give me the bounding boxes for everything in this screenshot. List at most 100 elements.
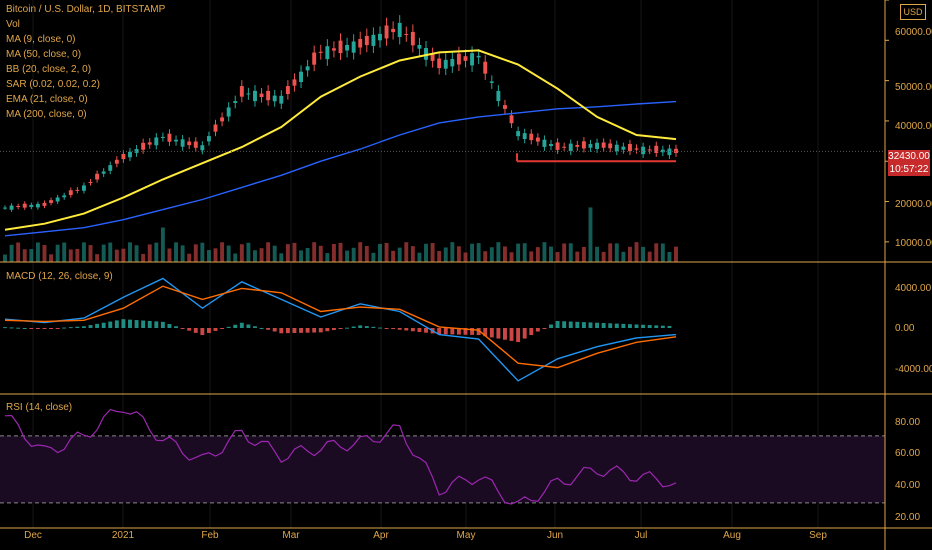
candle-body[interactable] bbox=[259, 93, 264, 97]
candle-body[interactable] bbox=[575, 144, 580, 147]
candle-body[interactable] bbox=[549, 143, 553, 147]
candle-body[interactable] bbox=[167, 133, 172, 142]
candle-body[interactable] bbox=[246, 93, 251, 95]
candle-body[interactable] bbox=[62, 195, 67, 198]
candle-body[interactable] bbox=[279, 95, 284, 104]
candle-body[interactable] bbox=[351, 41, 356, 53]
candle-body[interactable] bbox=[542, 139, 547, 147]
currency-button[interactable]: USD bbox=[900, 4, 926, 20]
candle-body[interactable] bbox=[285, 86, 290, 95]
candle-body[interactable] bbox=[95, 173, 100, 180]
candle-body[interactable] bbox=[397, 22, 402, 38]
candle-body[interactable] bbox=[371, 34, 376, 46]
candle-body[interactable] bbox=[108, 165, 113, 171]
legend-ma9[interactable]: MA (9, close, 0) bbox=[6, 34, 76, 45]
candle-body[interactable] bbox=[437, 58, 442, 69]
candle-body[interactable] bbox=[345, 44, 350, 51]
candle-body[interactable] bbox=[147, 142, 152, 145]
candle-body[interactable] bbox=[654, 145, 659, 153]
candle-body[interactable] bbox=[220, 117, 225, 122]
candle-body[interactable] bbox=[384, 25, 389, 39]
candle-body[interactable] bbox=[404, 34, 409, 36]
candle-body[interactable] bbox=[627, 143, 632, 152]
candle-body[interactable] bbox=[55, 197, 60, 202]
candle-body[interactable] bbox=[331, 48, 336, 51]
legend-sar[interactable]: SAR (0.02, 0.02, 0.2) bbox=[6, 79, 100, 90]
candle-body[interactable] bbox=[128, 151, 132, 158]
candle-body[interactable] bbox=[141, 142, 146, 150]
candle-body[interactable] bbox=[88, 182, 93, 184]
candle-body[interactable] bbox=[325, 46, 330, 60]
candle-body[interactable] bbox=[358, 39, 363, 48]
candle-body[interactable] bbox=[3, 207, 7, 209]
legend-ma50[interactable]: MA (50, close, 0) bbox=[6, 49, 82, 60]
candle-body[interactable] bbox=[305, 66, 310, 71]
candle-body[interactable] bbox=[601, 142, 606, 148]
candle-body[interactable] bbox=[35, 203, 40, 208]
macd-line[interactable] bbox=[4, 277, 677, 382]
chart-title[interactable]: Bitcoin / U.S. Dollar, 1D, BITSTAMP bbox=[6, 4, 166, 15]
legend-vol[interactable]: Vol bbox=[6, 19, 20, 30]
candle-body[interactable] bbox=[101, 171, 106, 174]
candle-body[interactable] bbox=[134, 149, 139, 153]
candle-body[interactable] bbox=[253, 90, 257, 102]
candle-body[interactable] bbox=[9, 205, 14, 210]
candle-body[interactable] bbox=[42, 202, 47, 206]
candle-body[interactable] bbox=[562, 146, 567, 148]
candle-body[interactable] bbox=[193, 141, 198, 148]
price-pane[interactable] bbox=[0, 0, 889, 262]
candle-body[interactable] bbox=[364, 35, 369, 46]
candle-body[interactable] bbox=[22, 203, 27, 208]
candle-body[interactable] bbox=[206, 136, 211, 142]
candle-body[interactable] bbox=[614, 144, 619, 152]
candle-body[interactable] bbox=[16, 205, 21, 208]
candle-body[interactable] bbox=[634, 148, 639, 150]
candle-body[interactable] bbox=[75, 189, 80, 191]
candle-body[interactable] bbox=[483, 61, 488, 74]
candle-body[interactable] bbox=[424, 47, 428, 60]
ma50-line[interactable] bbox=[4, 49, 677, 231]
candle-body[interactable] bbox=[180, 139, 185, 147]
candle-body[interactable] bbox=[430, 54, 435, 61]
candle-body[interactable] bbox=[535, 137, 540, 142]
candle-body[interactable] bbox=[555, 142, 560, 150]
candle-body[interactable] bbox=[160, 136, 165, 138]
candle-body[interactable] bbox=[489, 81, 494, 83]
macd-pane[interactable] bbox=[3, 277, 677, 382]
candle-body[interactable] bbox=[187, 141, 192, 146]
candle-body[interactable] bbox=[299, 71, 303, 83]
candle-body[interactable] bbox=[391, 28, 396, 33]
candle-body[interactable] bbox=[503, 105, 507, 109]
candle-body[interactable] bbox=[154, 137, 159, 146]
candle-body[interactable] bbox=[292, 79, 297, 86]
candle-body[interactable] bbox=[529, 133, 534, 141]
candle-body[interactable] bbox=[568, 143, 573, 152]
candle-body[interactable] bbox=[595, 142, 600, 149]
candle-body[interactable] bbox=[410, 31, 415, 46]
candle-body[interactable] bbox=[174, 139, 178, 142]
candle-body[interactable] bbox=[588, 144, 593, 148]
candle-body[interactable] bbox=[476, 55, 481, 58]
candle-body[interactable] bbox=[114, 159, 119, 164]
candle-body[interactable] bbox=[660, 149, 665, 153]
candle-body[interactable] bbox=[226, 107, 231, 117]
candle-body[interactable] bbox=[312, 52, 317, 65]
rsi-label[interactable]: RSI (14, close) bbox=[6, 402, 73, 413]
candle-body[interactable] bbox=[272, 95, 277, 102]
candle-body[interactable] bbox=[29, 204, 34, 208]
candle-body[interactable] bbox=[496, 90, 501, 102]
candle-body[interactable] bbox=[450, 59, 455, 67]
candle-body[interactable] bbox=[233, 101, 238, 103]
legend-bb[interactable]: BB (20, close, 2, 0) bbox=[6, 64, 92, 75]
candle-body[interactable] bbox=[470, 53, 475, 66]
candle-body[interactable] bbox=[522, 133, 527, 140]
legend-ema21[interactable]: EMA (21, close, 0) bbox=[6, 94, 88, 105]
candle-body[interactable] bbox=[463, 56, 468, 61]
candle-body[interactable] bbox=[621, 146, 626, 150]
candle-body[interactable] bbox=[641, 146, 646, 155]
candle-body[interactable] bbox=[200, 145, 205, 151]
candle-body[interactable] bbox=[338, 40, 343, 54]
candle-body[interactable] bbox=[81, 185, 86, 191]
